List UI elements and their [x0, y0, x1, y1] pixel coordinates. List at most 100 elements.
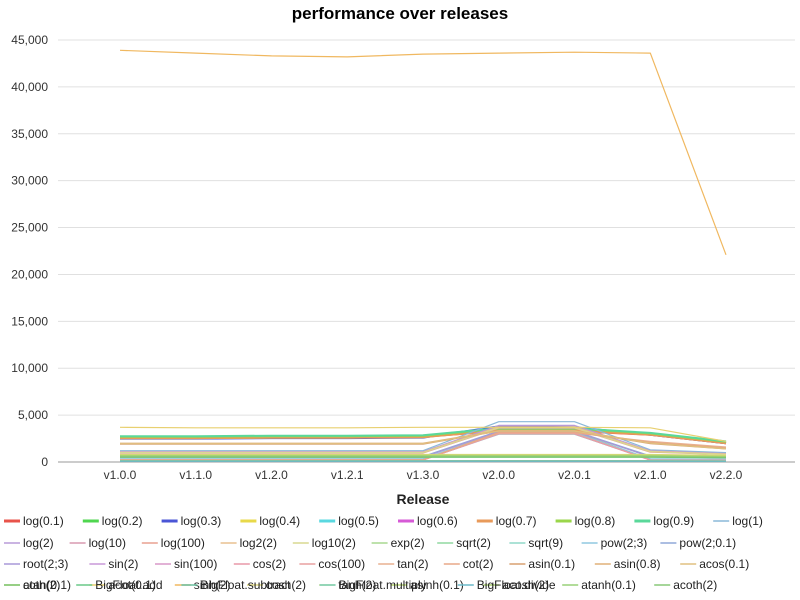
x-axis-title: Release	[397, 491, 450, 507]
legend-item[interactable]: acosh(2)	[483, 578, 549, 592]
legend-item[interactable]: acoth(2)	[654, 578, 717, 592]
legend-label: log(2)	[23, 536, 54, 550]
legend-item[interactable]: log10(2)	[292, 536, 356, 550]
legend-label: BigFloat.add	[95, 578, 162, 592]
x-tick-label: v1.2.0	[255, 468, 288, 482]
legend-label: pow(2;0.1)	[679, 536, 736, 550]
legend-label: cos(100)	[318, 557, 365, 571]
legend-item[interactable]: log(0.2)	[82, 514, 143, 528]
legend-label: log(0.5)	[338, 514, 379, 528]
legend-item[interactable]: root(2;3)	[4, 557, 68, 571]
legend-item[interactable]: log(0.9)	[634, 514, 694, 528]
legend-item[interactable]: log(0.5)	[319, 514, 379, 528]
legend-item[interactable]: cos(2)	[233, 557, 286, 571]
legend-label: cosh(2)	[266, 578, 306, 592]
series-line	[120, 429, 727, 445]
legend-label: BigFloat.multiply	[339, 578, 427, 592]
legend-label: asin(0.8)	[614, 557, 661, 571]
legend-item[interactable]: asinh(0.1)	[391, 578, 464, 592]
legend-item[interactable]: log(0.3)	[161, 514, 222, 528]
legend-item[interactable]: log(1)	[713, 514, 763, 528]
y-axis: 0 5,000 10,000 15,000 20,000 25,000 30,000 35,0…	[11, 33, 48, 469]
legend-label: atan(0.1)	[23, 578, 71, 592]
y-tick-label: 25,000	[11, 221, 48, 235]
series-line	[120, 430, 727, 450]
legend-label: log10(2)	[312, 536, 356, 550]
legend-item[interactable]: sin(100)	[155, 557, 217, 571]
legend-label: sin(100)	[174, 557, 217, 571]
legend-item[interactable]: log(0.4)	[240, 514, 300, 528]
legend-item[interactable]: log(0.7)	[476, 514, 537, 528]
series-line	[119, 426, 727, 442]
legend-item[interactable]: asin(0.8)	[594, 557, 661, 571]
legend[interactable]: log(0.1) log(0.2) log(0.3) log(0.4) log(0.5)…	[4, 514, 763, 592]
series-line	[120, 456, 727, 459]
legend-label: log2(2)	[240, 536, 277, 550]
legend-label: root(2;3)	[23, 557, 68, 571]
legend-item[interactable]: acos(0.1)	[680, 557, 749, 571]
legend-item[interactable]: sqrt(2)	[437, 536, 491, 550]
legend-label: log(1)	[732, 514, 763, 528]
legend-label: log(0.6)	[417, 514, 458, 528]
legend-item[interactable]: pow(2;0.1)	[660, 536, 736, 550]
legend-item[interactable]: log(0.6)	[398, 514, 458, 528]
legend-label: coth(2)	[23, 578, 60, 592]
chart-title: performance over releases	[292, 4, 508, 23]
legend-item[interactable]: asin(0.1)	[509, 557, 575, 571]
legend-label: pow(2;3)	[601, 536, 648, 550]
y-tick-label: 45,000	[11, 33, 48, 47]
series-line	[120, 421, 727, 454]
legend-item[interactable]: log(100)	[141, 536, 205, 550]
y-tick-label: 30,000	[11, 174, 48, 188]
legend-item[interactable]: pow(2;3)	[581, 536, 648, 550]
legend-label: log(0.9)	[653, 514, 694, 528]
legend-label: log(0.1)	[23, 514, 64, 528]
legend-label: acoth(2)	[673, 578, 717, 592]
legend-item[interactable]: tan(2)	[378, 557, 429, 571]
legend-label: acot(0.1)	[108, 578, 155, 592]
series-line	[120, 427, 727, 443]
y-tick-label: 40,000	[11, 80, 48, 94]
legend-item[interactable]: log(0.1)	[4, 514, 64, 528]
x-tick-label: v2.0.1	[558, 468, 591, 482]
legend-label: cos(2)	[253, 557, 286, 571]
legend-item[interactable]: cos(100)	[299, 557, 365, 571]
x-tick-label: v1.2.1	[331, 468, 364, 482]
legend-item[interactable]: BigFloat.multiply	[319, 578, 427, 592]
legend-item[interactable]: log(0.8)	[555, 514, 616, 528]
legend-item[interactable]: BigFloat.divide	[457, 578, 556, 592]
legend-label: log(100)	[161, 536, 205, 550]
legend-label: log(0.8)	[575, 514, 616, 528]
legend-item[interactable]: log(10)	[69, 536, 126, 550]
series-line	[120, 427, 727, 456]
legend-label: sqrt(2)	[456, 536, 491, 550]
y-tick-label: 5,000	[18, 408, 48, 422]
legend-item[interactable]: exp(2)	[371, 536, 425, 550]
legend-item[interactable]: sin(2)	[89, 557, 138, 571]
y-tick-label: 35,000	[11, 127, 48, 141]
legend-item[interactable]: BigFloat.subtract	[181, 578, 291, 592]
legend-label: log(10)	[89, 536, 126, 550]
x-tick-label: v1.1.0	[179, 468, 212, 482]
legend-item[interactable]: cot(2)	[443, 557, 494, 571]
legend-item[interactable]: sqrt(9)	[509, 536, 563, 550]
legend-item[interactable]: cosh(2)	[247, 578, 306, 592]
series-line	[119, 49, 727, 256]
legend-item[interactable]: coth(2)	[4, 578, 60, 592]
legend-label: atanh(0.1)	[581, 578, 636, 592]
legend-item[interactable]: BigFloat.add	[76, 578, 163, 592]
series-lines	[119, 49, 727, 462]
legend-label: acosh(2)	[502, 578, 549, 592]
legend-item[interactable]: atanh(0.1)	[562, 578, 636, 592]
legend-label: sin(2)	[108, 557, 138, 571]
legend-item[interactable]: log2(2)	[220, 536, 277, 550]
legend-label: log(0.2)	[102, 514, 143, 528]
legend-label: acos(0.1)	[699, 557, 749, 571]
x-tick-label: v1.3.0	[407, 468, 440, 482]
legend-label: log(0.3)	[181, 514, 222, 528]
x-tick-label: v2.1.0	[634, 468, 667, 482]
legend-label: BigFloat.subtract	[200, 578, 291, 592]
legend-item[interactable]: log(2)	[4, 536, 54, 550]
legend-label: tanh(2)	[338, 578, 376, 592]
